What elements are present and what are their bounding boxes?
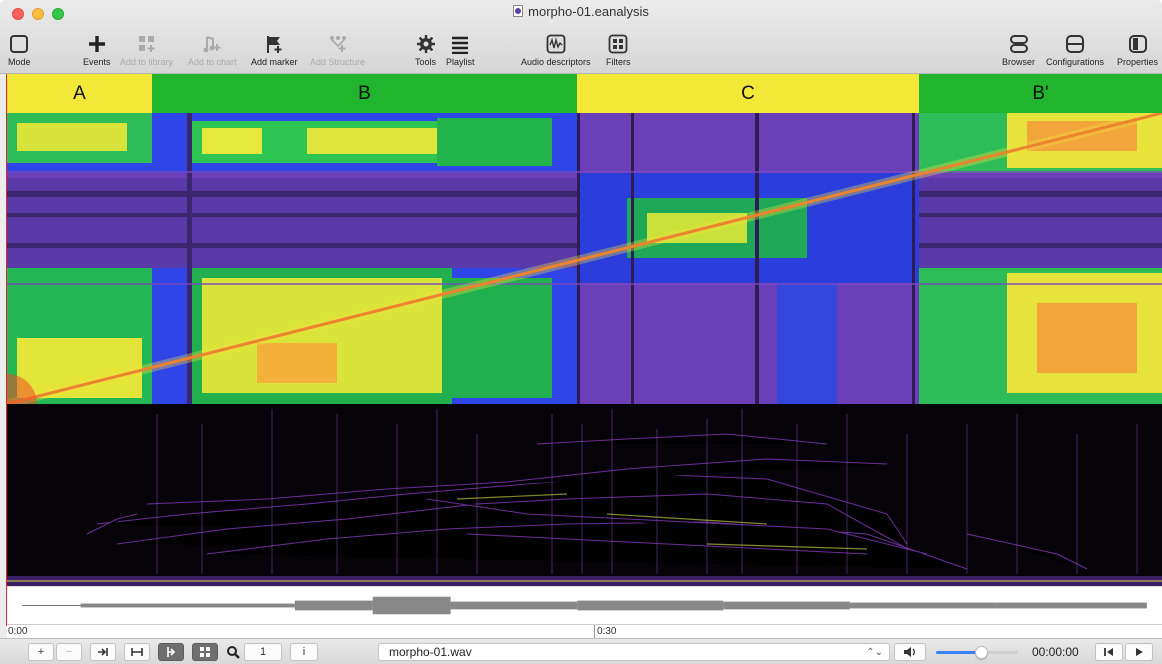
add-to-chart-button[interactable]: Add to chart <box>188 33 237 67</box>
filters-button[interactable]: Filters <box>606 33 631 67</box>
plus-icon <box>88 36 105 52</box>
spectrogram[interactable] <box>7 404 1162 586</box>
time-ruler[interactable]: 0:00 0:30 <box>7 624 1162 638</box>
add-marker-label: Add marker <box>251 57 298 67</box>
play-icon <box>1136 648 1143 656</box>
events-button[interactable]: Events <box>83 33 111 67</box>
rewind-button[interactable] <box>1095 643 1123 661</box>
browser-button[interactable]: Browser <box>1002 33 1035 67</box>
bottom-toolbar: + − 1 i morpho-01.wav ⌃⌄ 00:00:00 <box>0 638 1162 664</box>
section-b-prime[interactable]: B' <box>919 74 1162 113</box>
file-name: morpho-01.wav <box>389 645 472 659</box>
configurations-button[interactable]: Configurations <box>1046 33 1104 67</box>
structure-sections: A B C B' <box>7 74 1162 113</box>
spectrogram-peaks <box>456 493 868 550</box>
audio-descriptors-button[interactable]: Audio descriptors <box>521 33 591 67</box>
spectrogram-transients <box>156 409 1138 574</box>
fit-width-icon <box>131 648 143 656</box>
grid-icon <box>200 647 210 657</box>
playlist-button[interactable]: Playlist <box>446 33 475 67</box>
add-structure-button[interactable]: Add Structure <box>310 33 365 67</box>
properties-label: Properties <box>1117 57 1159 67</box>
play-button[interactable] <box>1125 643 1153 661</box>
add-to-library-label: Add to library <box>120 57 174 67</box>
zoom-in-button[interactable]: + <box>28 643 54 661</box>
volume-button[interactable] <box>894 643 926 661</box>
skip-back-icon <box>1104 648 1113 656</box>
mode-button[interactable]: Mode <box>8 33 31 67</box>
section-b[interactable]: B <box>152 74 577 113</box>
waveform[interactable] <box>7 586 1162 624</box>
audio-descriptors-label: Audio descriptors <box>521 57 591 67</box>
tools-label: Tools <box>415 57 437 67</box>
arrow-to-end-icon <box>98 648 108 656</box>
matrix-diagonal <box>7 113 1162 404</box>
browser-icon <box>1009 35 1028 53</box>
flag-add-icon <box>267 36 282 53</box>
waveform-envelope <box>80 596 1147 615</box>
mode-label: Mode <box>8 57 31 67</box>
similarity-matrix[interactable] <box>7 113 1162 404</box>
time-display: 00:00:00 <box>1032 645 1079 659</box>
add-to-chart-label: Add to chart <box>188 57 237 67</box>
cursor-tool-button[interactable] <box>158 643 184 661</box>
section-a[interactable]: A <box>7 74 152 113</box>
sidebar-icon <box>1128 35 1147 53</box>
zoom-level-field[interactable]: 1 <box>244 643 282 661</box>
filter-icon <box>608 34 628 54</box>
list-icon <box>452 36 469 54</box>
playlist-label: Playlist <box>446 57 475 67</box>
titlebar: morpho-01.eanalysis Mode Events Add to l… <box>0 0 1162 74</box>
grid-tool-button[interactable] <box>192 643 218 661</box>
add-marker-button[interactable]: Add marker <box>251 33 298 67</box>
properties-button[interactable]: Properties <box>1117 33 1158 67</box>
volume-slider-fill <box>936 651 982 654</box>
magnifier-icon <box>226 645 240 664</box>
structure-add-icon <box>329 36 346 52</box>
chart-add-icon <box>203 36 221 53</box>
section-c[interactable]: C <box>577 74 919 113</box>
minimize-window-button[interactable] <box>32 8 44 20</box>
chevron-up-down-icon: ⌃⌄ <box>866 647 883 658</box>
window-controls <box>12 8 64 20</box>
volume-slider[interactable] <box>936 646 1018 659</box>
ruler-start: 0:00 <box>8 626 28 637</box>
matrix-blocks <box>7 113 1162 404</box>
window-title: morpho-01.eanalysis <box>0 4 1162 19</box>
events-label: Events <box>83 57 111 67</box>
square-icon <box>10 35 29 53</box>
add-structure-label: Add Structure <box>310 57 366 67</box>
playhead-marker[interactable] <box>6 74 7 626</box>
cursor-icon <box>167 647 176 657</box>
configurations-label: Configurations <box>1046 57 1105 67</box>
close-window-button[interactable] <box>12 8 24 20</box>
ruler-tick <box>594 625 595 638</box>
browser-label: Browser <box>1002 57 1036 67</box>
waveform-icon <box>546 34 566 54</box>
add-to-library-button[interactable]: Add to library <box>120 33 173 67</box>
gear-icon <box>416 35 435 53</box>
info-button[interactable]: i <box>290 643 318 661</box>
go-to-end-button[interactable] <box>90 643 116 661</box>
zoom-out-button[interactable]: − <box>56 643 82 661</box>
tools-button[interactable]: Tools <box>415 33 436 67</box>
filters-label: Filters <box>606 57 631 67</box>
configurations-icon <box>1066 35 1085 53</box>
document-icon <box>513 5 524 17</box>
file-select[interactable]: morpho-01.wav ⌃⌄ <box>378 643 890 661</box>
speaker-icon <box>904 647 915 657</box>
ruler-mid: 0:30 <box>597 626 617 637</box>
fit-width-button[interactable] <box>124 643 150 661</box>
volume-slider-knob[interactable] <box>975 646 989 659</box>
spectrogram-partials <box>86 433 1088 570</box>
library-add-icon <box>138 36 155 52</box>
zoom-window-button[interactable] <box>52 8 64 20</box>
